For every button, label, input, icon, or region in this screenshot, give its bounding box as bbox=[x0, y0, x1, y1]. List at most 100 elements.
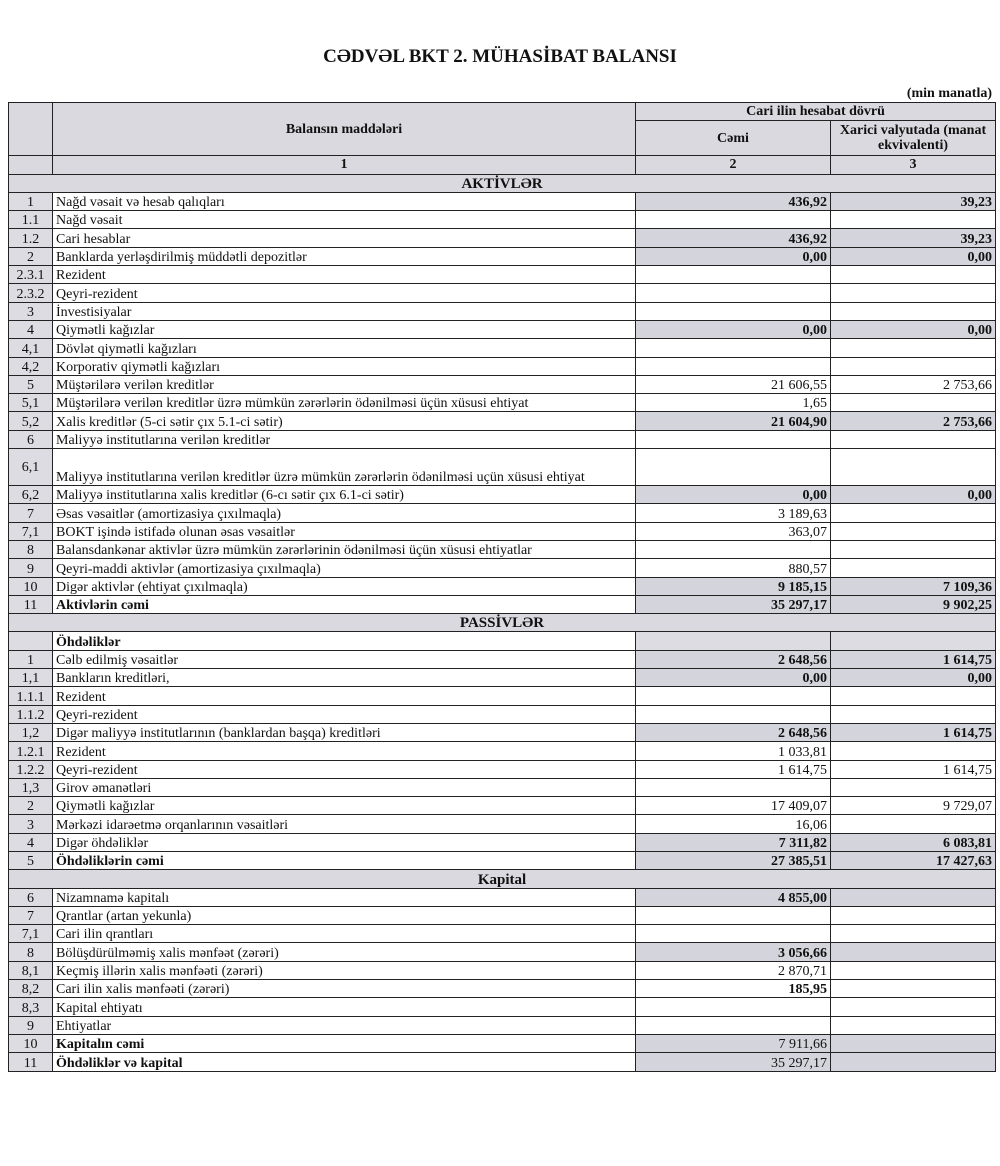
row-label: Rezident bbox=[52, 686, 636, 706]
row-label: Nizamnamə kapitalı bbox=[52, 887, 636, 907]
row-number: 8 bbox=[8, 942, 53, 962]
foreign-currency-value bbox=[829, 704, 997, 724]
table-row: 4,2 Korporativ qiymətli kağızları bbox=[8, 356, 997, 376]
table-row: 1.2.1 Rezident 1 033,81 bbox=[8, 741, 997, 761]
total-value bbox=[635, 777, 831, 798]
row-label: Keçmiş illərin xalis mənfəəti (zərəri) bbox=[52, 960, 636, 981]
foreign-currency-value bbox=[829, 814, 997, 834]
table-row: 8,3 Kapital ehtiyatı bbox=[8, 997, 997, 1017]
row-label: BOKT işində istifadə olunan əsas vəsaitl… bbox=[52, 521, 636, 541]
row-label: Cari hesablar bbox=[52, 228, 636, 248]
table-row: 2 Banklarda yerləşdirilmiş müddətli depoz… bbox=[8, 246, 997, 267]
foreign-currency-value bbox=[829, 429, 997, 450]
total-value bbox=[635, 210, 831, 230]
header-period: Cari ilin hesabat dövrü bbox=[634, 101, 997, 122]
total-value: 7 311,82 bbox=[635, 832, 831, 852]
section-header: Kapital bbox=[7, 869, 997, 889]
table-row: 10 Kapitalın cəmi 7 911,66 bbox=[8, 1033, 997, 1054]
table-row: 3 Mərkəzi idarəetmə orqanlarının vəsaitlə… bbox=[8, 814, 997, 834]
row-number: 4 bbox=[8, 319, 53, 340]
row-label: Qeyri-rezident bbox=[52, 283, 636, 303]
row-number: 9 bbox=[8, 558, 53, 578]
foreign-currency-value bbox=[829, 265, 997, 285]
row-number: 6,1 bbox=[8, 448, 53, 487]
row-label: Qiymətli kağızlar bbox=[52, 796, 636, 816]
row-number: 1.2.2 bbox=[8, 759, 53, 779]
total-value: 880,57 bbox=[635, 558, 831, 578]
table-row: 4 Digər öhdəliklər 7 311,82 6 083,81 bbox=[8, 832, 997, 852]
foreign-currency-value bbox=[829, 356, 997, 376]
foreign-currency-value bbox=[829, 1052, 997, 1072]
table-row: 7,1 BOKT işində istifadə olunan əsas vəsa… bbox=[8, 521, 997, 541]
table-row: 1,2 Digər maliyyə institutlarının (bankla… bbox=[8, 722, 997, 743]
row-label: Cari ilin qrantları bbox=[52, 924, 636, 944]
row-number: 5 bbox=[8, 850, 53, 871]
total-value: 436,92 bbox=[635, 191, 831, 212]
row-label: Bankların kreditləri, bbox=[52, 668, 636, 688]
table-row: 6,2 Maliyyə institutlarına xalis kreditlə… bbox=[8, 485, 997, 505]
row-label: Qeyri-maddi aktivlər (amortizasiya çıxıl… bbox=[52, 558, 636, 578]
row-label: Qeyri-rezident bbox=[52, 704, 636, 724]
total-value: 2 648,56 bbox=[635, 649, 831, 670]
row-label: Rezident bbox=[52, 265, 636, 285]
row-label: Xalis kreditlər (5-ci sətir çıx 5.1-ci s… bbox=[52, 411, 636, 431]
total-value: 9 185,15 bbox=[635, 576, 831, 596]
row-label: Aktivlərin cəmi bbox=[52, 594, 636, 615]
total-value: 0,00 bbox=[635, 319, 831, 340]
foreign-currency-value bbox=[829, 924, 997, 944]
row-label: Əsas vəsaitlər (amortizasiya çıxılmaqla) bbox=[52, 503, 636, 523]
table-row: 7 Əsas vəsaitlər (amortizasiya çıxılmaqla… bbox=[8, 503, 997, 523]
table-row: 9 Qeyri-maddi aktivlər (amortizasiya çıxı… bbox=[8, 558, 997, 578]
row-number: 1 bbox=[8, 649, 53, 670]
row-number: 4,1 bbox=[8, 338, 53, 358]
row-number: 8 bbox=[8, 539, 53, 560]
total-value: 185,95 bbox=[635, 979, 831, 999]
total-value bbox=[635, 704, 831, 724]
table-row: 6,1 Maliyyə institutlarına verilən kredit… bbox=[8, 448, 997, 487]
section-header: PASSİVLƏR bbox=[7, 613, 997, 633]
total-value: 1,65 bbox=[635, 393, 831, 413]
row-number: 7,1 bbox=[8, 924, 53, 944]
row-number: 7,1 bbox=[8, 521, 53, 541]
table-row: 5 Öhdəliklərin cəmi 27 385,51 17 427,63 bbox=[8, 850, 997, 871]
foreign-currency-value bbox=[829, 631, 997, 651]
table-row: 6 Maliyyə institutlarına verilən kreditlə… bbox=[8, 429, 997, 450]
foreign-currency-value: 1 614,75 bbox=[829, 722, 997, 743]
total-value: 2 648,56 bbox=[635, 722, 831, 743]
row-number: 10 bbox=[8, 1033, 53, 1054]
foreign-currency-value: 17 427,63 bbox=[829, 850, 997, 871]
table-row: 5,1 Müştərilərə verilən kreditlər üzrə mü… bbox=[8, 393, 997, 413]
foreign-currency-value: 39,23 bbox=[829, 191, 997, 212]
foreign-currency-value bbox=[829, 338, 997, 358]
foreign-currency-value bbox=[829, 210, 997, 230]
table-row: 1.1 Nağd vəsait bbox=[8, 210, 997, 230]
row-number: 7 bbox=[8, 503, 53, 523]
table-row: 1,1 Bankların kreditləri, 0,00 0,00 bbox=[8, 668, 997, 688]
table-row: 8 Bölüşdürülməmiş xalis mənfəət (zərəri) 3… bbox=[8, 942, 997, 962]
foreign-currency-value bbox=[829, 558, 997, 578]
table-row: 8,2 Cari ilin xalis mənfəəti (zərəri) 185,… bbox=[8, 979, 997, 999]
total-value bbox=[635, 686, 831, 706]
total-value bbox=[635, 924, 831, 944]
header-col-2: 2 bbox=[635, 155, 831, 175]
table-row: 3 İnvestisiyalar bbox=[8, 301, 997, 321]
row-number: 8,3 bbox=[8, 997, 53, 1017]
total-value: 17 409,07 bbox=[635, 796, 831, 816]
total-value: 35 297,17 bbox=[635, 594, 831, 615]
row-number: 4,2 bbox=[8, 356, 53, 376]
table-row: 1.2 Cari hesablar 436,92 39,23 bbox=[8, 228, 997, 248]
foreign-currency-value bbox=[829, 1033, 997, 1054]
foreign-currency-value: 2 753,66 bbox=[829, 374, 997, 395]
table-row: 2.3.2 Qeyri-rezident bbox=[8, 283, 997, 303]
foreign-currency-value bbox=[829, 1015, 997, 1035]
row-label: Dövlət qiymətli kağızları bbox=[52, 338, 636, 358]
total-value bbox=[635, 283, 831, 303]
foreign-currency-value: 1 614,75 bbox=[829, 649, 997, 670]
row-label: Girov əmanətləri bbox=[52, 777, 636, 798]
row-label: Öhdəliklər bbox=[52, 631, 636, 651]
table-row: 7 Qrantlar (artan yekunla) bbox=[8, 905, 997, 926]
row-number: 1.2.1 bbox=[8, 741, 53, 761]
total-value: 7 911,66 bbox=[635, 1033, 831, 1054]
total-value: 0,00 bbox=[635, 668, 831, 688]
total-value: 0,00 bbox=[635, 485, 831, 505]
